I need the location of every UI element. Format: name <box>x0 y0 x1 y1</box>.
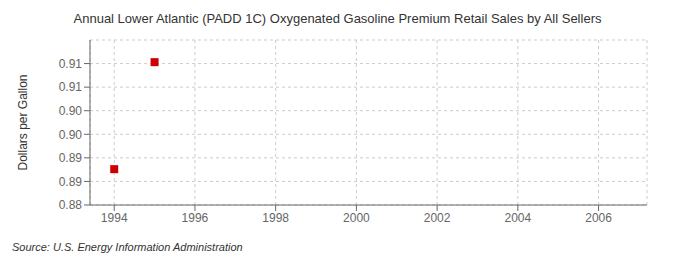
svg-text:0.89: 0.89 <box>59 175 83 189</box>
svg-text:Dollars per Gallon: Dollars per Gallon <box>16 74 30 170</box>
svg-text:1998: 1998 <box>262 211 289 225</box>
svg-text:0.91: 0.91 <box>59 57 83 71</box>
svg-text:1994: 1994 <box>101 211 128 225</box>
svg-text:2000: 2000 <box>343 211 370 225</box>
html-text:Annual Lower Atlantic (PADD 1C: Annual Lower Atlantic (PADD 1C) Oxygenat… <box>73 11 602 26</box>
svg-text:0.91: 0.91 <box>59 80 83 94</box>
svg-text:0.88: 0.88 <box>59 198 83 212</box>
svg-text:0.90: 0.90 <box>59 128 83 142</box>
svg-text:0.90: 0.90 <box>59 104 83 118</box>
svg-text:1996: 1996 <box>182 211 209 225</box>
svg-text:2004: 2004 <box>504 211 531 225</box>
svg-text:2002: 2002 <box>424 211 451 225</box>
svg-text:2006: 2006 <box>585 211 612 225</box>
html-text:Source: U.S. Energy Informatio: Source: U.S. Energy Information Administ… <box>12 241 243 253</box>
svg-text:0.89: 0.89 <box>59 151 83 165</box>
